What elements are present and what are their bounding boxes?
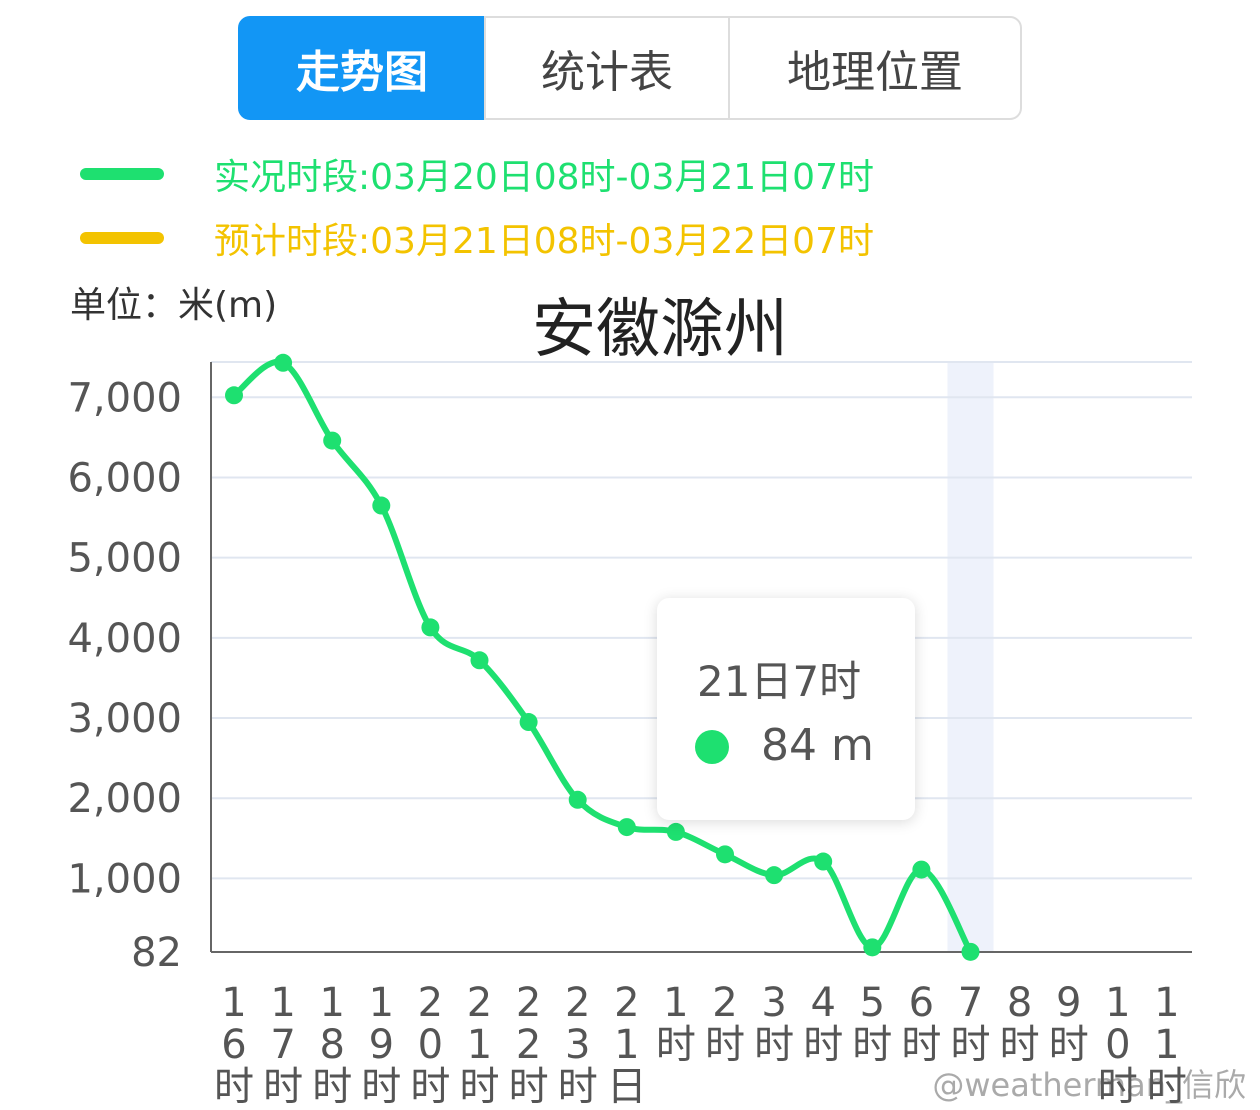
point	[470, 651, 489, 670]
series-line	[232, 358, 974, 954]
x-tick-label: 19时	[361, 980, 402, 1110]
unit-label: 单位：米(m)	[70, 285, 278, 326]
point	[863, 938, 882, 957]
highlight-band	[947, 362, 994, 952]
y-tick-label: 82	[131, 930, 182, 976]
x-tick-label: 21时	[459, 980, 500, 1110]
tab[interactable]: 统计表	[484, 16, 730, 120]
y-tick-label: 5,000	[67, 536, 182, 582]
point	[666, 822, 685, 841]
point	[765, 866, 784, 885]
point	[421, 618, 440, 637]
tooltip: 21日7时 84 m	[657, 598, 915, 820]
x-tick-label: 8时	[999, 980, 1040, 1068]
legend-swatch	[80, 232, 164, 244]
y-tick-label: 3,000	[67, 696, 182, 742]
x-tick-label: 21日	[606, 980, 647, 1110]
y-tick-label: 7,000	[67, 375, 182, 421]
y-tick-label: 6,000	[67, 455, 182, 501]
x-tick-label: 16时	[214, 980, 254, 1110]
point	[519, 713, 538, 732]
point	[225, 386, 243, 405]
x-tick-label: 23时	[557, 980, 598, 1110]
point	[568, 790, 587, 809]
point	[912, 860, 931, 879]
point	[617, 818, 636, 837]
x-tick-label: 17时	[263, 980, 304, 1110]
tab[interactable]: 地理位置	[728, 16, 1022, 120]
x-tick-label: 9时	[1048, 980, 1089, 1068]
point	[372, 496, 391, 515]
x-tick-label: 18时	[312, 980, 353, 1110]
point	[716, 845, 734, 864]
y-tick-label: 1,000	[67, 856, 182, 902]
legend-entry: 实况时段:03月20日08时-03月21日07时	[214, 157, 874, 198]
x-tick-label: 2时	[705, 980, 745, 1068]
x-tick-label: 11时	[1146, 980, 1187, 1110]
legend-swatch	[80, 168, 164, 180]
x-tick-label: 1时	[655, 980, 696, 1068]
watermark: @weatherman_信欣	[932, 1066, 1246, 1104]
point	[961, 942, 980, 961]
point	[323, 431, 342, 450]
tab[interactable]: 走势图	[238, 16, 486, 120]
x-tick-label: 5时	[852, 980, 893, 1068]
x-tick-label: 20时	[410, 980, 451, 1110]
tooltip-title: 21日7时	[697, 657, 862, 706]
tooltip-value: 84 m	[761, 720, 874, 771]
y-tick-label: 2,000	[67, 776, 182, 822]
legend-entry: 预计时段:03月21日08时-03月22日07时	[214, 221, 874, 262]
x-tick-label: 3时	[754, 980, 795, 1068]
x-tick-label: 22时	[508, 980, 549, 1110]
point	[274, 353, 293, 372]
chart-title: 安徽滁州	[532, 293, 788, 367]
x-tick-label: 6时	[901, 980, 942, 1068]
x-tick-label: 10时	[1097, 980, 1138, 1110]
y-tick-label: 4,000	[67, 616, 182, 662]
point	[814, 852, 833, 871]
x-tick-label: 4时	[803, 980, 844, 1068]
tooltip-dot	[695, 730, 729, 764]
x-tick-label: 7时	[950, 980, 991, 1068]
